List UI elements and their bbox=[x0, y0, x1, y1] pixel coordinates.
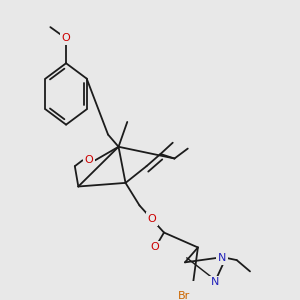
Text: O: O bbox=[84, 155, 93, 165]
Text: O: O bbox=[151, 242, 160, 253]
Text: O: O bbox=[62, 33, 70, 43]
Text: O: O bbox=[147, 214, 156, 224]
Text: N: N bbox=[218, 253, 226, 263]
Text: N: N bbox=[211, 277, 219, 287]
Text: Br: Br bbox=[178, 291, 190, 300]
